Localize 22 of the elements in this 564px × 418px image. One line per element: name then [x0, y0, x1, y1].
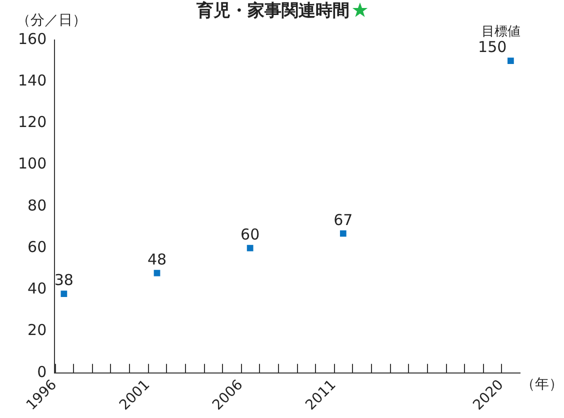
data-label: 60	[240, 225, 260, 244]
point	[60, 290, 68, 298]
y-tick-label: 0	[37, 362, 47, 381]
point	[508, 58, 514, 64]
annotation: 目標値	[482, 24, 521, 40]
chart-title: 育児・家事関連時間	[196, 1, 350, 21]
y-tick-label: 120	[18, 113, 47, 132]
data-label: 150	[478, 38, 507, 56]
data-label: 48	[147, 250, 167, 268]
y-tick-label: 80	[28, 196, 47, 214]
data-label: 67	[334, 210, 353, 229]
data-label: 38	[54, 271, 74, 290]
point	[246, 244, 254, 252]
y-tick-label: 140	[18, 72, 47, 90]
y-tick-label: 20	[28, 321, 47, 340]
y-tick-label: 160	[18, 30, 47, 48]
y-axis-title: （分／日）	[16, 12, 87, 29]
y-tick-label: 60	[28, 238, 47, 256]
y-tick-label: 100	[18, 154, 47, 173]
point	[340, 230, 346, 237]
x-axis-title: （年）	[521, 376, 563, 393]
y-tick-label: 40	[28, 280, 47, 298]
